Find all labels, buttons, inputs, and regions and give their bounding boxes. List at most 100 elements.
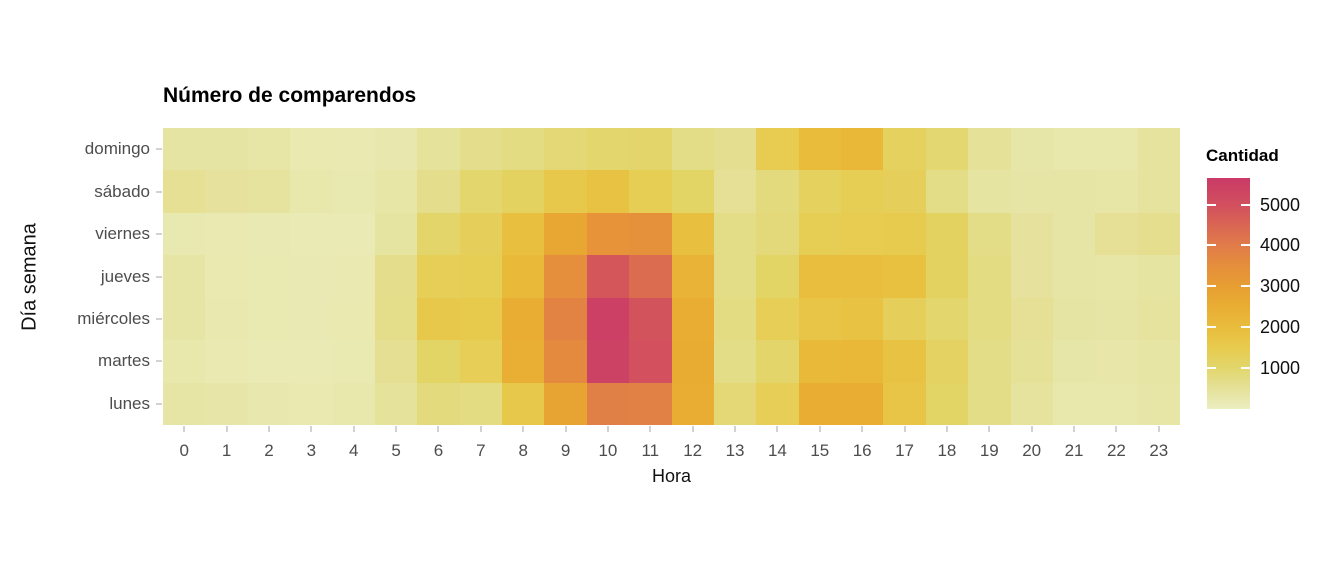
- legend-tick-mark: [1241, 326, 1250, 329]
- x-tick-label: 23: [1149, 441, 1169, 460]
- heatmap-cell: [163, 340, 206, 383]
- heatmap-cell: [841, 382, 884, 425]
- y-tick-mark: [156, 190, 162, 193]
- heatmap-cell: [1137, 340, 1180, 383]
- heatmap-cell: [544, 340, 587, 383]
- heatmap-cell: [586, 382, 630, 425]
- heatmap-cell: [1095, 128, 1138, 171]
- heatmap-cell: [629, 170, 672, 213]
- heatmap-cell: [374, 255, 418, 298]
- heatmap-cell: [671, 340, 714, 383]
- heatmap-cell: [1137, 170, 1180, 213]
- heatmap-cell: [205, 340, 248, 383]
- x-tick-mark: [776, 426, 779, 432]
- heatmap-cell: [883, 212, 926, 256]
- x-tick-label: 1: [221, 441, 232, 460]
- heatmap-cell: [925, 382, 969, 425]
- x-tick-label: 2: [264, 441, 274, 460]
- heatmap-cell: [332, 170, 375, 213]
- heatmap-cell: [332, 128, 375, 171]
- heatmap-cell: [1010, 128, 1053, 171]
- heatmap-cell: [374, 382, 418, 425]
- x-tick-label: 5: [391, 441, 401, 460]
- heatmap-cell: [544, 255, 587, 298]
- heatmap-cell: [1095, 255, 1138, 298]
- heatmap-cell: [798, 128, 841, 171]
- heatmap-cell: [671, 170, 714, 213]
- x-tick-label: 8: [518, 441, 528, 460]
- heatmap-cell: [459, 255, 502, 298]
- x-tick-label: 10: [598, 441, 618, 460]
- heatmap-cell: [925, 212, 969, 256]
- x-tick-mark: [225, 426, 228, 432]
- heatmap-cell: [502, 212, 545, 256]
- y-tick-mark: [156, 148, 162, 151]
- x-tick-mark: [734, 426, 737, 432]
- heatmap-cell: [925, 128, 969, 171]
- x-tick-label: 14: [767, 441, 787, 460]
- heatmap-cell: [925, 297, 969, 341]
- x-tick-label: 13: [725, 441, 745, 460]
- heatmap-cell: [841, 128, 884, 171]
- heatmap-cell: [713, 297, 757, 341]
- heatmap-cell: [374, 128, 418, 171]
- x-tick-mark: [310, 426, 313, 432]
- heatmap-cell: [1095, 340, 1138, 383]
- heatmap-cell: [459, 297, 502, 341]
- heatmap-cell: [459, 212, 502, 256]
- y-tick-mark: [156, 402, 162, 405]
- heatmap-cell: [798, 212, 841, 256]
- heatmap-cell: [163, 170, 206, 213]
- heatmap-cell: [629, 255, 672, 298]
- chart-title: Número de comparendos: [163, 84, 417, 107]
- heatmap-cell: [502, 255, 545, 298]
- heatmap-cell: [1052, 212, 1096, 256]
- heatmap-cell: [586, 128, 630, 171]
- heatmap-cell: [332, 382, 375, 425]
- x-tick-mark: [479, 426, 482, 432]
- heatmap-cell: [163, 255, 206, 298]
- x-tick-mark: [1073, 426, 1076, 432]
- x-tick-label: 0: [179, 441, 189, 460]
- x-tick-label: 22: [1106, 441, 1126, 460]
- heatmap-cell: [459, 340, 502, 383]
- heatmap-cell: [883, 128, 926, 171]
- heatmap-cell: [290, 255, 333, 298]
- heatmap-cell: [417, 170, 460, 213]
- heatmap-cell: [247, 128, 291, 171]
- heatmap-cell: [968, 382, 1011, 425]
- heatmap-cell: [713, 212, 757, 256]
- legend-tick-label: 1000: [1260, 358, 1301, 379]
- heatmap-cell: [756, 297, 799, 341]
- heatmap-cell: [713, 128, 757, 171]
- y-tick-label: viernes: [95, 224, 150, 244]
- heatmap-grid: [163, 128, 1180, 425]
- heatmap-cell: [247, 297, 291, 341]
- heatmap-cell: [798, 170, 841, 213]
- heatmap-cell: [163, 128, 206, 171]
- x-tick-mark: [183, 426, 186, 432]
- legend-tick-label: 4000: [1260, 235, 1301, 256]
- heatmap-cell: [1052, 128, 1096, 171]
- heatmap-cell: [1052, 255, 1096, 298]
- heatmap-cell: [629, 128, 672, 171]
- heatmap-cell: [798, 297, 841, 341]
- heatmap-cell: [968, 340, 1011, 383]
- x-tick-label: 16: [852, 441, 872, 460]
- heatmap-cell: [1137, 212, 1180, 256]
- legend-tick-label: 5000: [1260, 194, 1301, 215]
- heatmap-cell: [798, 382, 841, 425]
- heatmap-cell: [544, 170, 587, 213]
- heatmap-cell: [1052, 170, 1096, 213]
- heatmap-cell: [247, 382, 291, 425]
- y-tick-label: sábado: [94, 181, 150, 201]
- heatmap-cell: [374, 297, 418, 341]
- x-tick-mark: [945, 426, 948, 432]
- x-tick-mark: [691, 426, 694, 432]
- heatmap-cell: [332, 297, 375, 341]
- heatmap-panel: [163, 128, 1180, 425]
- heatmap-cell: [671, 212, 714, 256]
- heatmap-cell: [713, 340, 757, 383]
- y-tick-label: lunes: [109, 393, 150, 413]
